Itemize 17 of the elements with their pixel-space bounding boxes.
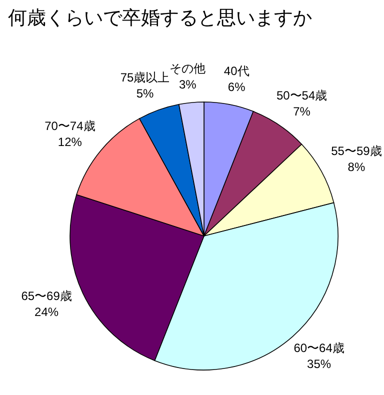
data-label: 35% <box>307 357 332 372</box>
slice-label: 60〜64歳 <box>294 341 344 356</box>
slice-label: その他 <box>170 62 206 76</box>
chart-title: 何歳くらいで卒婚すると思いますか <box>8 7 312 29</box>
data-label: 8% <box>348 160 366 174</box>
data-label: 24% <box>34 305 59 320</box>
slice-label: 75歳以上 <box>120 70 170 84</box>
data-label: 5% <box>136 86 154 100</box>
slice-label: 55〜59歳 <box>331 144 382 158</box>
slice-label: 50〜54歳 <box>276 88 328 103</box>
slice-label: 70〜74歳 <box>44 119 96 134</box>
data-label: 12% <box>58 135 82 150</box>
slice-label: 65〜69歳 <box>21 289 72 304</box>
data-label: 3% <box>178 78 197 92</box>
data-label: 6% <box>228 80 246 94</box>
slice-label: 40代 <box>224 64 250 78</box>
data-label: 7% <box>293 104 311 119</box>
